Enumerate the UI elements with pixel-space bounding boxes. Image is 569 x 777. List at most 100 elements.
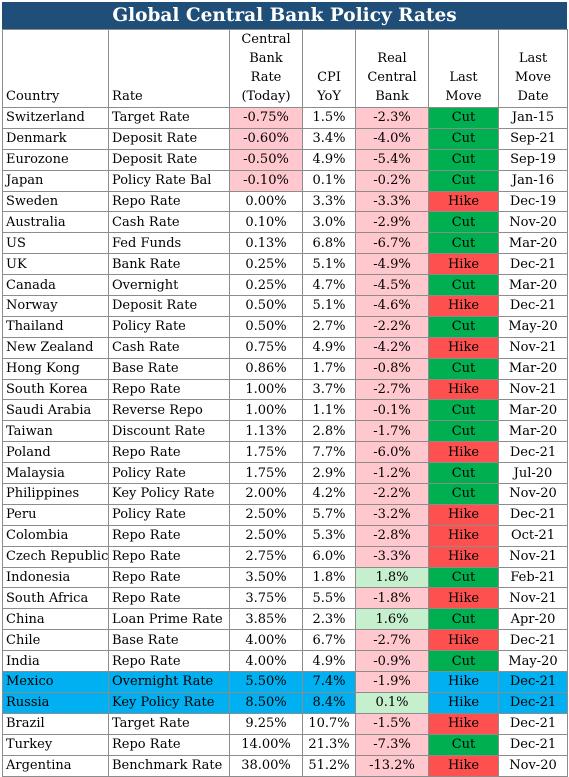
cell-real-rate: -3.3%	[355, 545, 429, 568]
cell-country: Canada	[2, 274, 109, 297]
cell-real-rate: -1.9%	[355, 671, 429, 693]
cell-central-bank-rate: 2.75%	[229, 545, 303, 568]
cell-last-move-date: Dec-21	[498, 691, 568, 714]
cell-rate: Base Rate	[108, 629, 230, 652]
cell-central-bank-rate: -0.50%	[229, 148, 303, 171]
cell-last-move-date: Dec-21	[498, 253, 568, 276]
cell-central-bank-rate: 4.00%	[229, 629, 303, 652]
table-row: Argentina Benchmark Rate 38.00% 51.2% -13.2%…	[2, 754, 568, 777]
cell-rate: Target Rate	[108, 107, 230, 129]
cell-last-move: Cut	[428, 650, 499, 673]
cell-central-bank-rate: 9.25%	[229, 712, 303, 735]
table-row: Denmark Deposit Rate -0.60% 3.4% -4.0% Cut Sep…	[2, 127, 568, 150]
cell-central-bank-rate: 0.10%	[229, 211, 303, 234]
cell-last-move-date: Jan-15	[498, 107, 568, 129]
cell-country: South Korea	[2, 378, 109, 401]
cell-last-move-date: Nov-21	[498, 587, 568, 610]
cell-cpi-yoy: 1.1%	[302, 399, 356, 422]
cell-cpi-yoy: 0.1%	[302, 169, 356, 192]
cell-last-move-date: Nov-21	[498, 378, 568, 401]
cell-real-rate: -2.2%	[355, 315, 429, 338]
cell-cpi-yoy: 6.7%	[302, 629, 356, 652]
table-title: Global Central Bank Policy Rates	[2, 2, 567, 29]
cell-rate: Fed Funds	[108, 232, 230, 255]
cell-central-bank-rate: 0.50%	[229, 315, 303, 338]
cell-last-move-date: Apr-20	[498, 608, 568, 631]
cell-real-rate: -2.9%	[355, 211, 429, 234]
cell-cpi-yoy: 6.0%	[302, 545, 356, 568]
cell-rate: Policy Rate Bal	[108, 169, 230, 192]
cell-rate: Policy Rate	[108, 315, 230, 338]
cell-central-bank-rate: 1.13%	[229, 420, 303, 443]
table-row: Czech Republic Repo Rate 2.75% 6.0% -3.3% Hik…	[2, 545, 568, 568]
cell-last-move-date: Nov-20	[498, 211, 568, 234]
header-rate: Rate	[108, 29, 230, 108]
cell-rate: Key Policy Rate	[108, 483, 230, 505]
cell-last-move: Hike	[428, 441, 499, 464]
cell-rate: Deposit Rate	[108, 148, 230, 171]
cell-real-rate: -4.0%	[355, 127, 429, 150]
cell-cpi-yoy: 1.7%	[302, 357, 356, 380]
cell-country: Sweden	[2, 190, 109, 213]
cell-last-move: Hike	[428, 712, 499, 735]
table-row: Philippines Key Policy Rate 2.00% 4.2% -2.2%…	[2, 483, 568, 505]
cell-cpi-yoy: 10.7%	[302, 712, 356, 735]
cell-real-rate: -1.2%	[355, 462, 429, 485]
cell-last-move-date: Dec-19	[498, 190, 568, 213]
cell-central-bank-rate: 0.75%	[229, 336, 303, 359]
table-row: Poland Repo Rate 1.75% 7.7% -6.0% Hike Dec-21	[2, 441, 568, 464]
cell-country: Argentina	[2, 754, 109, 777]
cell-central-bank-rate: 0.00%	[229, 190, 303, 213]
cell-last-move: Hike	[428, 754, 499, 777]
cell-last-move-date: Dec-21	[498, 629, 568, 652]
cell-last-move: Cut	[428, 399, 499, 422]
cell-cpi-yoy: 7.7%	[302, 441, 356, 464]
table-row: New Zealand Cash Rate 0.75% 4.9% -4.2% Hike No…	[2, 336, 568, 359]
cell-country: Brazil	[2, 712, 109, 735]
cell-central-bank-rate: -0.60%	[229, 127, 303, 150]
cell-last-move: Hike	[428, 587, 499, 610]
cell-last-move-date: Dec-21	[498, 712, 568, 735]
cell-rate: Repo Rate	[108, 650, 230, 673]
cell-cpi-yoy: 2.7%	[302, 315, 356, 338]
cell-cpi-yoy: 4.9%	[302, 650, 356, 673]
cell-real-rate: -0.2%	[355, 169, 429, 192]
cell-country: Chile	[2, 629, 109, 652]
cell-central-bank-rate: 5.50%	[229, 671, 303, 693]
cell-rate: Deposit Rate	[108, 295, 230, 317]
cell-last-move-date: Oct-21	[498, 524, 568, 547]
header-last-move: Last Move	[428, 29, 499, 108]
cell-cpi-yoy: 5.7%	[302, 503, 356, 526]
cell-last-move: Cut	[428, 148, 499, 171]
cell-real-rate: -2.3%	[355, 107, 429, 129]
cell-last-move: Cut	[428, 608, 499, 631]
cell-real-rate: -0.8%	[355, 357, 429, 380]
cell-real-rate: 1.6%	[355, 608, 429, 631]
cell-real-rate: -6.7%	[355, 232, 429, 255]
cell-last-move: Cut	[428, 211, 499, 234]
cell-central-bank-rate: 2.00%	[229, 483, 303, 505]
cell-cpi-yoy: 3.0%	[302, 211, 356, 234]
cell-rate: Benchmark Rate	[108, 754, 230, 777]
cell-central-bank-rate: 0.50%	[229, 295, 303, 317]
cell-country: Malaysia	[2, 462, 109, 485]
cell-rate: Overnight Rate	[108, 671, 230, 693]
table-row: Mexico Overnight Rate 5.50% 7.4% -1.9% Hike De…	[2, 671, 568, 693]
cell-cpi-yoy: 3.7%	[302, 378, 356, 401]
cell-real-rate: -0.1%	[355, 399, 429, 422]
cell-central-bank-rate: 0.25%	[229, 274, 303, 297]
cell-rate: Reverse Repo	[108, 399, 230, 422]
cell-real-rate: -2.8%	[355, 524, 429, 547]
cell-country: Indonesia	[2, 566, 109, 589]
cell-cpi-yoy: 5.1%	[302, 295, 356, 317]
cell-last-move: Hike	[428, 671, 499, 693]
cell-last-move: Hike	[428, 295, 499, 317]
header-cpi-yoy: CPI YoY	[302, 29, 356, 108]
cell-real-rate: -4.6%	[355, 295, 429, 317]
cell-real-rate: -5.4%	[355, 148, 429, 171]
cell-rate: Repo Rate	[108, 566, 230, 589]
cell-real-rate: -4.9%	[355, 253, 429, 276]
header-central-bank-rate: Central Bank Rate (Today)	[229, 29, 303, 108]
table-row: Taiwan Discount Rate 1.13% 2.8% -1.7% Cut Mar-…	[2, 420, 568, 443]
cell-country: Japan	[2, 169, 109, 192]
